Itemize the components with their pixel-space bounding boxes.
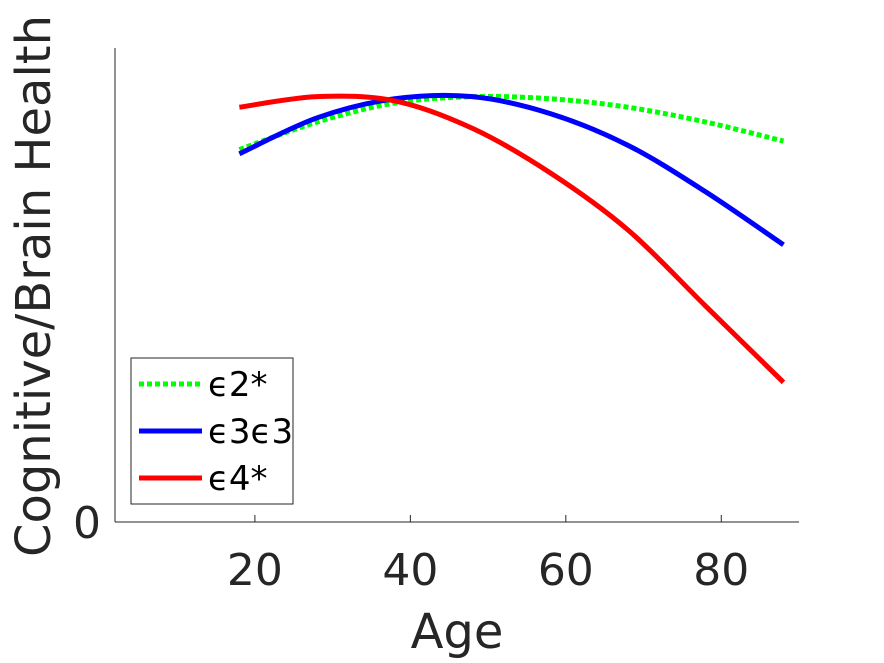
series-line-2	[238, 92, 785, 247]
x-tick-label: 80	[693, 545, 749, 596]
series-lines	[238, 92, 786, 385]
series-line-3	[239, 93, 786, 385]
y-ticks: 0	[73, 498, 101, 549]
axes	[114, 48, 799, 523]
x-tick-label: 20	[227, 545, 283, 596]
x-tick-label: 40	[382, 545, 438, 596]
y-tick-label: 0	[73, 498, 101, 549]
y-axis-label: Cognitive/Brain Health	[6, 15, 62, 557]
legend-label-1: ϵ2*	[208, 365, 268, 405]
x-ticks: 20 40 60 80	[227, 515, 749, 596]
legend-label-3: ϵ4*	[208, 459, 268, 499]
x-tick-label: 60	[538, 545, 594, 596]
x-axis-label: Age	[411, 604, 504, 660]
legend-label-2: ϵ3ϵ3	[208, 412, 293, 452]
legend: ϵ2* ϵ3ϵ3 ϵ4*	[130, 357, 294, 505]
series-line-1	[238, 93, 785, 152]
